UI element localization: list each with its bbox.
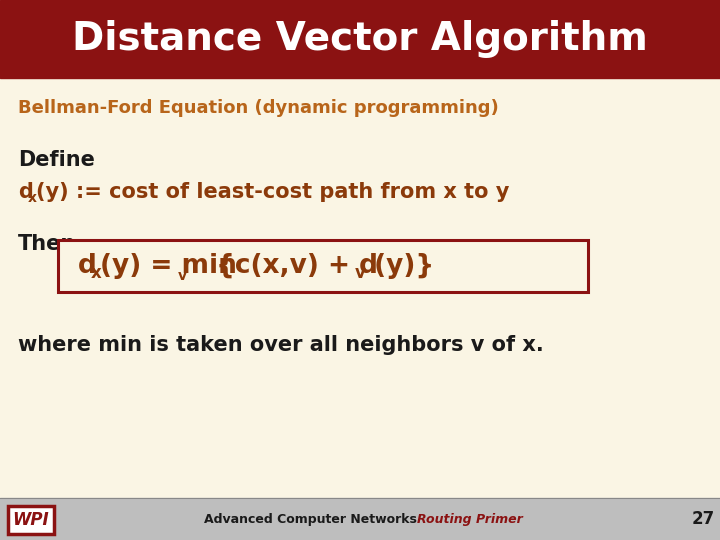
Text: 27: 27 — [691, 510, 715, 528]
Text: Bellman-Ford Equation (dynamic programming): Bellman-Ford Equation (dynamic programmi… — [18, 99, 499, 117]
Text: Advanced Computer Networks: Advanced Computer Networks — [204, 512, 416, 525]
Bar — [58, 240, 588, 292]
Text: d: d — [18, 182, 33, 202]
Text: x: x — [28, 191, 37, 205]
Text: (y)}: (y)} — [365, 253, 434, 279]
Text: v: v — [178, 269, 186, 283]
Bar — [0, 0, 720, 78]
Text: x: x — [91, 264, 102, 282]
Text: Then: Then — [18, 234, 76, 254]
Text: (y) = min: (y) = min — [100, 253, 237, 279]
Text: d: d — [78, 253, 97, 279]
Text: {c(x,v) + d: {c(x,v) + d — [207, 253, 378, 279]
Bar — [0, 498, 720, 540]
Text: where min is taken over all neighbors v of x.: where min is taken over all neighbors v … — [18, 335, 544, 355]
Bar — [0, 78, 720, 498]
Text: Distance Vector Algorithm: Distance Vector Algorithm — [72, 20, 648, 58]
Bar — [8, 506, 54, 534]
Text: Define: Define — [18, 150, 95, 170]
Text: WPI: WPI — [13, 511, 49, 529]
Text: v: v — [355, 264, 366, 282]
Text: (y) := cost of least-cost path from x to y: (y) := cost of least-cost path from x to… — [36, 182, 509, 202]
Text: Routing Primer: Routing Primer — [417, 512, 523, 525]
